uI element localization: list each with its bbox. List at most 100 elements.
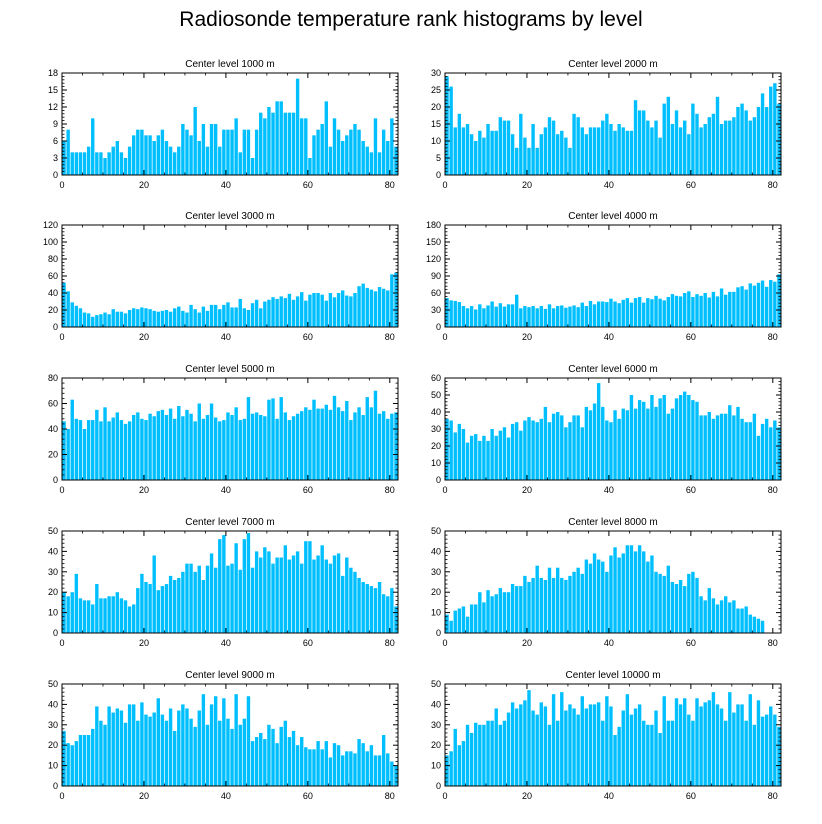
- histogram-bar: [764, 714, 769, 786]
- histogram-bar: [250, 567, 255, 633]
- histogram-bar: [123, 722, 128, 786]
- histogram-bar: [678, 704, 683, 786]
- histogram-bar: [336, 745, 341, 786]
- histogram-bar: [449, 300, 453, 327]
- histogram-bar: [715, 96, 720, 175]
- panel-title: Center level 7000 m: [185, 517, 275, 528]
- panel-4: Center level 4000 m 0 20 40 60 80 0 30 60 90 120 15…: [426, 211, 782, 342]
- histogram-bar: [185, 708, 189, 786]
- histogram-bar: [386, 290, 390, 327]
- histogram-bar: [295, 745, 300, 786]
- histogram-bar: [238, 298, 242, 327]
- histogram-bar: [140, 307, 144, 327]
- histogram-bar: [70, 592, 74, 633]
- x-tick-label: 20: [139, 180, 149, 190]
- y-tick-label: 20: [431, 740, 441, 750]
- x-tick-label: 40: [221, 485, 231, 495]
- histogram-bar: [670, 582, 675, 633]
- histogram-bar: [283, 720, 288, 786]
- histogram-bar: [320, 294, 324, 327]
- histogram-bar: [515, 586, 519, 633]
- histogram-bar: [732, 415, 736, 480]
- histogram-bar: [654, 295, 658, 327]
- panel-1: Center level 1000 m 0 20 40 60 80 0 3 6 9 12 15 18: [48, 59, 399, 190]
- histogram-bar: [707, 412, 711, 480]
- histogram-bar: [381, 288, 386, 327]
- histogram-bar: [736, 608, 740, 633]
- histogram-bar: [453, 610, 457, 633]
- histogram-bar: [547, 304, 552, 327]
- histogram-bar: [218, 421, 222, 480]
- histogram-bar: [234, 694, 238, 786]
- histogram-bar: [144, 308, 148, 327]
- histogram-bar: [469, 604, 474, 633]
- histogram-bar: [769, 427, 773, 480]
- histogram-bar: [703, 600, 707, 633]
- histogram-bar: [670, 720, 675, 786]
- histogram-bar: [386, 141, 390, 175]
- histogram-bar: [510, 304, 515, 327]
- histogram-bar: [82, 735, 87, 786]
- histogram-bar: [523, 137, 527, 175]
- histogram-bar: [70, 745, 74, 786]
- histogram-bar: [291, 555, 296, 633]
- histogram-bar: [271, 112, 275, 175]
- histogram-bar: [172, 579, 177, 633]
- histogram-bar: [308, 294, 312, 327]
- histogram-bar: [662, 575, 666, 633]
- y-tick-label: 150: [426, 237, 441, 247]
- histogram-bar: [699, 706, 703, 786]
- histogram-bar: [445, 755, 449, 786]
- histogram-bar: [777, 103, 781, 175]
- histogram-bar: [103, 724, 107, 786]
- histogram-bar: [486, 590, 490, 633]
- y-tick-label: 90: [431, 271, 441, 281]
- histogram-bar: [201, 418, 206, 480]
- histogram-bar: [592, 553, 597, 633]
- histogram-bar: [95, 584, 99, 633]
- histogram-bar: [465, 724, 470, 786]
- histogram-bar: [177, 306, 181, 327]
- histogram-bar: [168, 575, 173, 633]
- histogram-bar: [148, 584, 152, 633]
- histogram-bar: [295, 296, 300, 327]
- histogram-bar: [769, 279, 773, 327]
- histogram-bar: [539, 418, 543, 480]
- y-tick-label: 50: [431, 679, 441, 689]
- histogram-bar: [674, 698, 679, 786]
- histogram-bar: [156, 698, 160, 786]
- histogram-bar: [752, 117, 757, 175]
- y-tick-label: 0: [436, 628, 441, 638]
- histogram-bar: [259, 112, 263, 175]
- histogram-bar: [230, 728, 234, 786]
- histogram-bar: [670, 408, 675, 480]
- histogram-bar: [551, 120, 556, 175]
- histogram-bar: [390, 761, 394, 786]
- histogram-bar: [283, 545, 288, 633]
- histogram-bar: [539, 134, 543, 175]
- histogram-bar: [445, 614, 449, 633]
- histogram-bar: [365, 146, 369, 175]
- histogram-bar: [547, 724, 552, 786]
- histogram-bar: [218, 539, 222, 633]
- y-tick-label: 50: [431, 526, 441, 536]
- histogram-bar: [674, 295, 679, 327]
- histogram-bar: [617, 418, 621, 480]
- histogram-bar: [168, 146, 173, 175]
- histogram-bar: [502, 120, 507, 175]
- x-tick-label: 80: [385, 485, 395, 495]
- histogram-bar: [736, 406, 740, 480]
- histogram-bar: [324, 741, 328, 786]
- histogram-bar: [625, 545, 630, 633]
- histogram-bar: [461, 741, 466, 786]
- histogram-bar: [592, 403, 597, 480]
- histogram-bar: [592, 304, 597, 327]
- histogram-bar: [510, 584, 515, 633]
- histogram-bar: [736, 287, 740, 327]
- histogram-bar: [275, 298, 279, 327]
- histogram-bar: [394, 765, 398, 786]
- histogram-bar: [764, 418, 769, 480]
- x-tick-label: 80: [385, 180, 395, 190]
- histogram-bar: [246, 696, 251, 786]
- histogram-bar: [74, 741, 79, 786]
